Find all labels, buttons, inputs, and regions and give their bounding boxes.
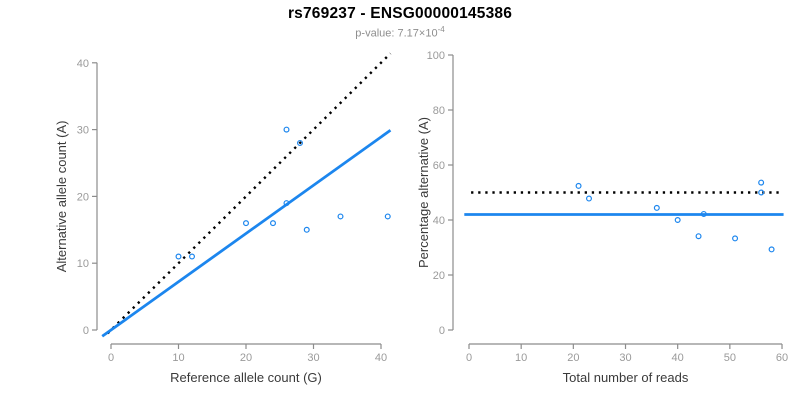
data-point [283,200,290,207]
data-point [758,189,765,196]
percentage-panel: 0 10 20 30 40 50 60 Total number of reads 0 20 40 6… [416,50,788,385]
data-point [175,253,182,260]
allele-counts-panel: 0 10 20 30 40 Reference allele count (G) 0 10 20… [54,52,392,385]
y-tick-label: 0 [439,325,445,337]
x-axis-title: Reference allele count (G) [170,370,322,385]
figure-subtitle: p-value: 7.17×10-4 [0,25,800,40]
data-point [585,195,592,202]
data-point [337,213,344,220]
fitted-ratio-line [101,129,392,338]
data-point [243,220,250,227]
y-tick-label: 100 [427,50,445,62]
x-tick-label: 0 [108,352,114,364]
y-axis-title: Percentage alternative (A) [416,117,431,268]
data-point [700,210,707,217]
x-tick-label: 30 [619,352,631,364]
data-point [575,182,582,189]
data-point [695,233,702,240]
y-tick-label: 10 [77,258,89,270]
y-tick-label: 80 [433,105,445,117]
y-tick-label: 60 [433,160,445,172]
y-tick-label: 0 [83,325,89,337]
y-tick-label: 40 [77,58,89,70]
x-tick-label: 50 [724,352,736,364]
data-point [768,246,775,253]
data-point [653,204,660,211]
y-axis-title: Alternative allele count (A) [54,121,69,273]
x-tick-label: 0 [466,352,472,364]
x-tick-label: 20 [567,352,579,364]
data-point [384,213,391,220]
y-tick-label: 40 [433,215,445,227]
pvalue-text: p-value: 7.17×10 [355,27,438,40]
y-tick-label: 30 [77,125,89,137]
x-tick-label: 10 [172,352,184,364]
data-point [297,139,304,146]
data-point [758,179,765,186]
y-tick-label: 20 [433,270,445,282]
y-tick-label: 20 [77,191,89,203]
x-tick-label: 10 [515,352,527,364]
identity-line [106,52,392,335]
pvalue-exponent: -4 [437,25,445,34]
x-tick-label: 20 [240,352,252,364]
data-point [303,226,310,233]
x-tick-label: 40 [375,352,387,364]
x-axis-title: Total number of reads [563,370,689,385]
data-point [732,235,739,242]
data-point [674,217,681,224]
data-point [270,220,277,227]
figure-title: rs769237 - ENSG00000145386 [287,5,513,22]
data-point [283,126,290,133]
data-point [189,253,196,260]
x-tick-label: 30 [307,352,319,364]
x-tick-label: 60 [776,352,788,364]
x-tick-label: 40 [672,352,684,364]
